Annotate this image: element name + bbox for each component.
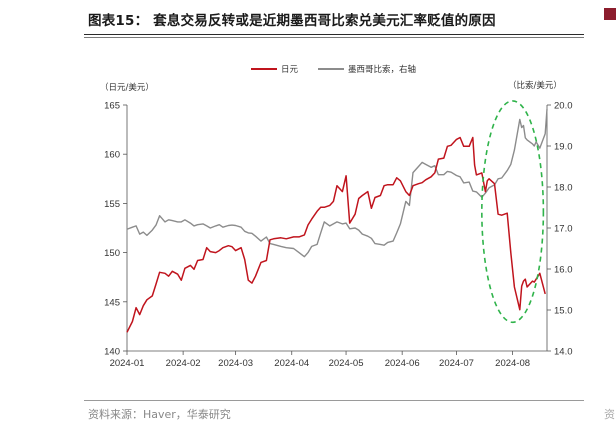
series-line-mxn: [126, 109, 548, 258]
right-tick-label: 18.0: [554, 183, 573, 194]
x-tick-label: 2024-06: [385, 358, 420, 369]
title-rule: [84, 34, 584, 35]
left-axis-unit: （日元/美元）: [100, 82, 154, 93]
x-tick-label: 2024-04: [274, 358, 309, 369]
left-tick-label: 150: [104, 248, 120, 259]
x-tick-label: 2024-02: [166, 358, 201, 369]
right-tick-label: 15.0: [554, 306, 573, 317]
left-tick-label: 140: [104, 347, 120, 358]
chart-legend: 日元 墨西哥比索，右轴: [251, 64, 416, 75]
series-line-jpy: [126, 136, 546, 333]
left-tick-label: 145: [104, 297, 120, 308]
source-note: 资料来源：Haver，华泰研究: [88, 408, 231, 421]
x-tick-label: 2024-05: [329, 358, 364, 369]
right-tick-label: 20.0: [554, 101, 573, 112]
chart-ticks: 140 145 150 155 160 165 14.0 15.0 16.0 17.0 18.0 19…: [104, 101, 572, 370]
x-tick-label: 2024-07: [439, 358, 474, 369]
next-figure-edge-source: 资: [604, 408, 615, 421]
right-tick-label: 19.0: [554, 142, 573, 153]
left-tick-label: 155: [104, 199, 120, 210]
left-tick-label: 165: [104, 101, 120, 112]
next-figure-edge-mark: [604, 8, 616, 20]
chart-axes: [126, 105, 548, 352]
title-rule-thin: [84, 37, 584, 38]
plot-area: [126, 100, 548, 333]
figure-title: 图表15： 套息交易反转或是近期墨西哥比索兑美元汇率贬值的原因: [88, 13, 496, 29]
left-tick-label: 160: [104, 150, 120, 161]
right-tick-label: 16.0: [554, 265, 573, 276]
chart-jpy-mxn: 日元 墨西哥比索，右轴 （日元/美元） （比索/美元） 140 145 150 155…: [100, 64, 573, 370]
x-tick-label: 2024-03: [218, 358, 253, 369]
legend-label-jpy: 日元: [281, 65, 299, 75]
right-axis-unit: （比索/美元）: [508, 80, 562, 91]
source-rule: [84, 400, 584, 401]
highlight-ellipse: [481, 100, 545, 324]
right-tick-label: 17.0: [554, 224, 573, 235]
x-tick-label: 2024-08: [495, 358, 530, 369]
x-tick-label: 2024-01: [110, 358, 145, 369]
right-tick-label: 14.0: [554, 347, 573, 358]
legend-label-mxn: 墨西哥比索，右轴: [348, 64, 416, 75]
